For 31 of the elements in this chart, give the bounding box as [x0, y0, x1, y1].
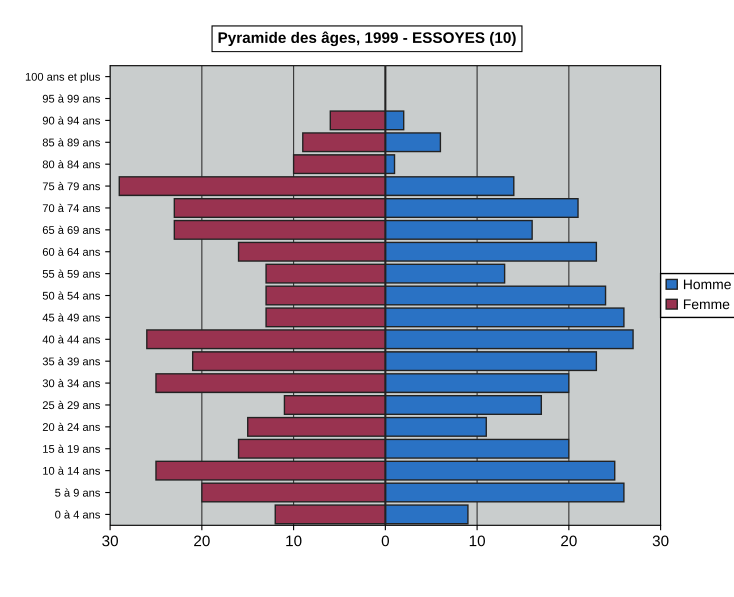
legend-label: Femme: [684, 299, 730, 310]
y-tick-label: 55 à 59 ans: [42, 269, 100, 278]
y-tick-label: 70 à 74 ans: [42, 204, 100, 212]
y-tick-label: 35 à 39 ans: [42, 357, 100, 366]
y-tick-label: 5 à 9 ans: [55, 488, 100, 497]
y-tick-label: 85 à 89 ans: [42, 138, 100, 146]
y-tick-label: 20 à 24 ans: [42, 422, 100, 431]
y-tick-label: 15 à 19 ans: [43, 444, 100, 453]
y-tick-label: 100 ans et plus: [26, 72, 100, 83]
y-tick-label: 95 à 99 ans: [42, 94, 100, 103]
x-tick-label: 20: [194, 535, 210, 546]
legend-label: Homme: [684, 280, 731, 290]
y-tick-label: 90 à 94 ans: [42, 116, 100, 125]
x-tick-label: 0: [382, 535, 389, 546]
y-tick-label: 65 à 69 ans: [42, 226, 100, 234]
x-tick-label: 20: [561, 535, 577, 546]
y-tick-label: 25 à 29 ans: [42, 400, 100, 410]
x-tick-label: 30: [102, 535, 118, 546]
y-tick-label: 50 à 54 ans: [42, 291, 100, 300]
x-tick-label: 10: [470, 535, 485, 546]
chart-title: Pyramide des âges, 1999 - ESSOYES (10): [218, 31, 516, 46]
y-tick-label: 30 à 34 ans: [42, 378, 100, 388]
y-tick-label: 45 à 49 ans: [42, 313, 100, 322]
x-tick-label: 10: [286, 535, 302, 546]
y-tick-label: 75 à 79 ans: [42, 182, 100, 190]
y-tick-label: 40 à 44 ans: [42, 335, 100, 344]
y-tick-label: 0 à 4 ans: [55, 510, 100, 519]
y-tick-label: 80 à 84 ans: [42, 160, 100, 168]
y-tick-label: 60 à 64 ans: [42, 248, 100, 256]
y-tick-label: 10 à 14 ans: [43, 466, 100, 475]
x-tick-label: 30: [652, 535, 668, 546]
